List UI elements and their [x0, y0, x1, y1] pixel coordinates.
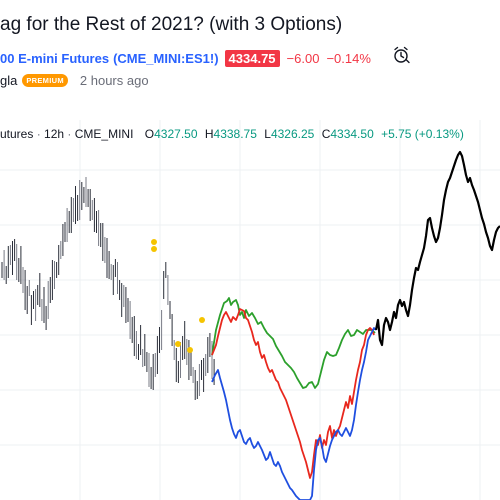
author-name[interactable]: gla — [0, 72, 18, 88]
post-time: 2 hours ago — [79, 72, 149, 88]
legend-symbol[interactable]: utures — [0, 127, 34, 141]
option-red-path — [211, 308, 375, 479]
markers — [151, 239, 205, 353]
alarm-clock-icon[interactable] — [392, 46, 410, 64]
legend-low-label: L — [264, 127, 271, 141]
chart-legend: utures · 12h · CME_MINI O4327.50 H4338.7… — [0, 127, 464, 141]
marker-dot — [187, 347, 193, 353]
symbol-name-link[interactable]: 00 E-mini Futures — [0, 50, 110, 66]
legend-interval: 12h — [44, 127, 65, 141]
legend-open-label: O — [144, 127, 155, 141]
price-change-percent: −0.14% — [326, 50, 371, 66]
option-blue-path — [211, 327, 377, 500]
marker-dot — [151, 246, 157, 252]
chart-area[interactable] — [0, 120, 500, 500]
legend-high-label: H — [204, 127, 214, 141]
candles — [1, 177, 215, 400]
chart-grid — [0, 120, 500, 500]
idea-title: ag for the Rest of 2021? (with 3 Options… — [0, 14, 343, 35]
legend-close: 4334.50 — [330, 127, 374, 141]
marker-dot — [199, 317, 205, 323]
premium-badge: PREMIUM — [22, 73, 68, 87]
legend-low: 4326.25 — [270, 127, 315, 141]
symbol-code-link[interactable]: (CME_MINI:ES1!) — [113, 50, 219, 66]
author-row: gla PREMIUM 2 hours ago — [0, 70, 149, 90]
price-badge: 4334.75 — [224, 49, 280, 67]
legend-change: +5.75 (+0.13%) — [381, 127, 464, 141]
projection-black-path — [374, 150, 500, 347]
symbol-row: 00 E-mini Futures (CME_MINI:ES1!) 4334.7… — [0, 48, 371, 68]
legend-exchange: CME_MINI — [74, 127, 134, 141]
legend-high: 4338.75 — [213, 127, 257, 141]
price-change: −6.00 — [286, 50, 320, 66]
legend-open: 4327.50 — [154, 127, 198, 141]
legend-close-label: C — [321, 127, 331, 141]
marker-dot — [175, 341, 181, 347]
option-green-path — [211, 297, 376, 389]
marker-dot — [151, 239, 157, 245]
